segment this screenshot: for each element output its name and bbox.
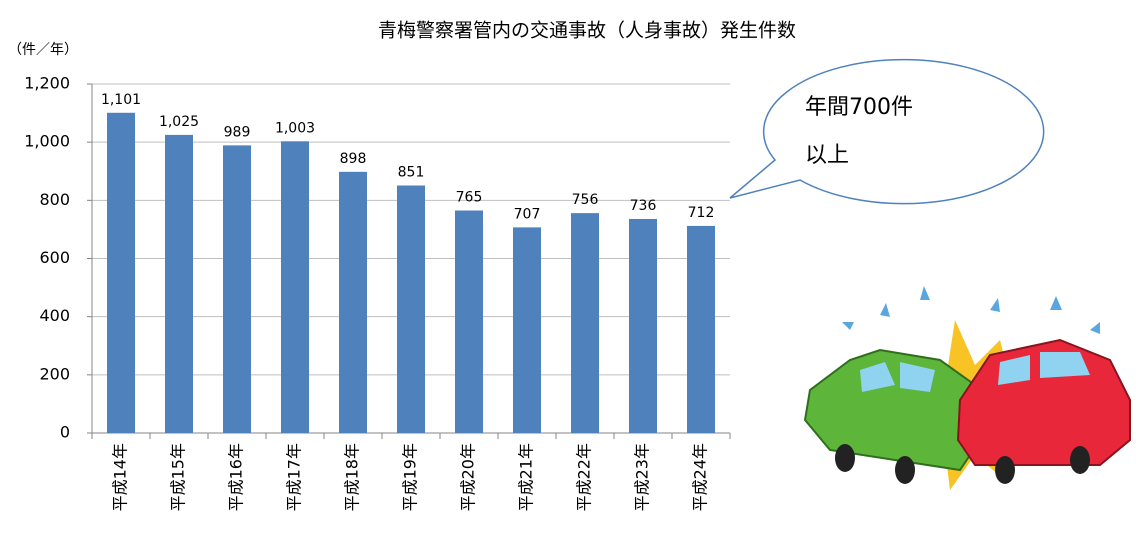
car-crash-illustration <box>805 286 1130 490</box>
x-tick-label: 平成22年 <box>575 443 594 511</box>
x-tick-label: 平成15年 <box>169 443 188 511</box>
value-label: 898 <box>340 151 367 167</box>
value-label: 707 <box>514 206 541 222</box>
x-tick-label: 平成24年 <box>691 443 710 511</box>
value-label: 712 <box>688 205 715 221</box>
x-tick-label: 平成14年 <box>111 443 130 511</box>
value-label: 1,025 <box>159 114 199 130</box>
bar <box>165 135 193 433</box>
value-label: 851 <box>398 165 425 181</box>
callout-text: 以上 <box>805 143 849 168</box>
y-tick-label: 600 <box>39 248 70 267</box>
x-tick-label: 平成23年 <box>633 443 652 511</box>
chart: 青梅警察署管内の交通事故（人身事故）発生件数 （件／年） 年間700件 以上 0… <box>0 0 1136 537</box>
y-tick-label: 400 <box>39 306 70 325</box>
y-tick-label: 800 <box>39 190 70 209</box>
bar <box>397 186 425 433</box>
x-tick-label: 平成21年 <box>517 443 536 511</box>
x-tick-label: 平成20年 <box>459 443 478 511</box>
value-label: 765 <box>456 190 483 206</box>
value-label: 736 <box>630 198 657 214</box>
value-label: 989 <box>224 124 251 140</box>
x-tick-label: 平成16年 <box>227 443 246 511</box>
callout-text: 年間700件 <box>805 95 913 120</box>
bar <box>513 227 541 433</box>
bar <box>107 113 135 433</box>
bar <box>629 219 657 433</box>
value-label: 1,101 <box>101 92 141 108</box>
bar <box>455 211 483 433</box>
y-tick-label: 0 <box>60 423 70 442</box>
x-tick-label: 平成18年 <box>343 443 362 511</box>
bar <box>223 145 251 433</box>
value-label: 1,003 <box>275 120 315 136</box>
callout-bubble <box>730 60 1044 204</box>
chart-title: 青梅警察署管内の交通事故（人身事故）発生件数 <box>378 20 796 42</box>
x-tick-label: 平成17年 <box>285 443 304 511</box>
bar <box>687 226 715 433</box>
y-tick-label: 200 <box>39 364 70 383</box>
bar <box>339 172 367 433</box>
y-tick-label: 1,000 <box>24 132 70 151</box>
bar <box>571 213 599 433</box>
x-tick-label: 平成19年 <box>401 443 420 511</box>
value-label: 756 <box>572 192 599 208</box>
y-axis-label: （件／年） <box>8 42 78 58</box>
bar <box>281 141 309 433</box>
y-tick-label: 1,200 <box>24 74 70 93</box>
